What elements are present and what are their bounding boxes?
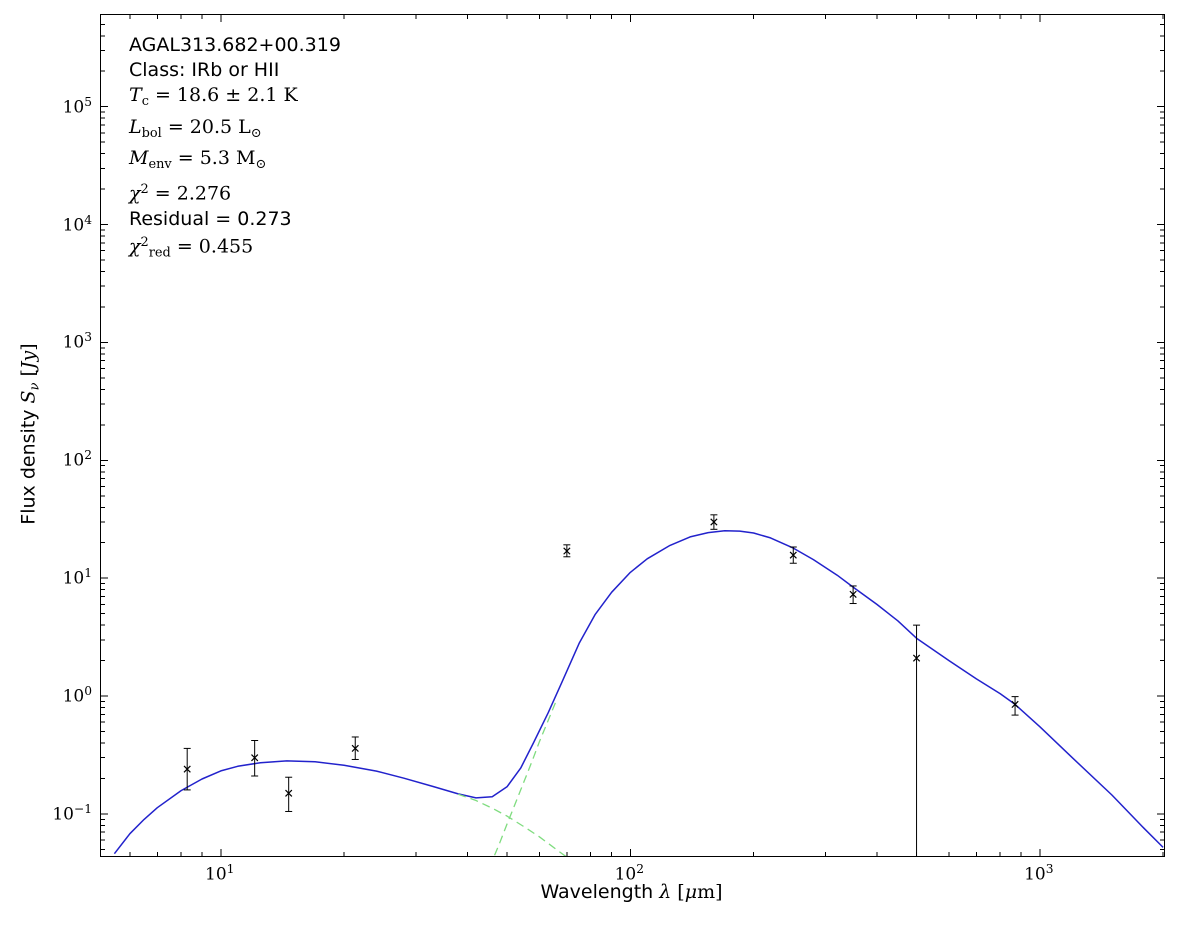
text-segment: = 20.5 L [161,115,251,138]
data-marker-x [285,789,293,797]
y-tick-label: 102 [38,448,92,471]
annotation-line-3: Lbol = 20.5 L⊙ [129,115,341,147]
annotation-line-0: AGAL313.682+00.319 [129,33,341,58]
text-segment: Residual = 0.273 [129,207,292,230]
text-segment: bol [141,125,162,141]
total-model-curve [113,529,1164,855]
text-segment: = 18.6 ± 2.1 K [148,83,298,106]
y-tick-label: 101 [38,566,92,589]
y-axis-label: Flux density Sν [Jy] [17,343,42,524]
text-segment: ] [17,343,40,351]
text-segment: χ [129,235,141,258]
tick-exponent: 0 [84,684,92,699]
data-marker-x [563,547,571,555]
tick-exponent: 1 [226,862,235,876]
text-segment: ⊙ [250,125,262,141]
text-segment: ] [715,881,723,903]
data-marker-x [849,590,857,598]
tick-base: 10 [52,804,74,825]
tick-exponent: 3 [84,330,92,345]
y-tick-label: 104 [38,213,92,236]
x-tick-label: 101 [190,862,250,885]
y-tick-label: 100 [38,684,92,707]
cold-component-curve [493,700,558,856]
text-segment: μ [684,881,698,903]
data-marker-x [183,765,191,773]
tick-base: 10 [614,864,637,885]
x-tick-label: 102 [599,862,659,885]
text-segment: = 2.276 [148,182,232,205]
text-segment: m [697,881,716,903]
tick-base: 10 [62,97,85,118]
text-segment: 2 [140,182,149,198]
text-segment: L [129,115,142,138]
x-tick-label: 103 [1009,862,1069,885]
annotation-line-7: χ2red = 0.455 [129,231,341,266]
text-segment: Wavelength [540,881,660,903]
text-segment: Jy [17,350,40,370]
annotation-line-4: Menv = 5.3 M⊙ [129,146,341,178]
tick-base: 10 [62,215,85,236]
data-marker-x [710,518,718,526]
text-segment: Flux density [17,403,40,525]
data-marker-x [251,754,259,762]
text-segment: c [141,93,149,109]
tick-base: 10 [62,451,85,472]
tick-exponent: 1 [84,566,92,581]
x-axis-label: Wavelength λ [μm] [540,881,722,903]
annotation-line-2: Tc = 18.6 ± 2.1 K [129,83,341,115]
annotation-line-6: Residual = 0.273 [129,207,341,232]
data-marker-x [351,744,359,753]
warm-component-curve [457,793,567,856]
text-segment: S [17,390,40,404]
plot-area: AGAL313.682+00.319 Class: IRb or HII Tc = … [100,14,1165,857]
tick-base: 10 [62,333,85,354]
data-marker-x [1011,700,1019,709]
tick-exponent: 2 [636,862,644,876]
text-segment: Class: IRb or HII [129,58,280,81]
tick-exponent: 4 [84,212,92,227]
text-segment: T [129,83,142,106]
data-marker-x [789,551,797,559]
y-tick-label: 10−1 [38,802,92,825]
tick-base: 10 [1024,864,1046,885]
chart-canvas [101,15,1164,856]
text-segment: λ [659,881,672,903]
annotation-line-5: χ2 = 2.276 [129,178,341,206]
tick-exponent: 3 [1045,862,1054,876]
text-segment: χ [129,182,141,205]
text-segment: ν [27,382,43,391]
text-segment: env [148,157,172,173]
tick-exponent: 5 [84,94,92,109]
tick-base: 10 [205,864,227,885]
text-segment: [ [17,369,40,383]
y-tick-label: 103 [38,330,92,353]
text-segment: = 0.455 [170,235,254,258]
tick-base: 10 [62,568,85,589]
text-segment: M [129,147,149,170]
tick-base: 10 [62,686,85,707]
annotation-line-1: Class: IRb or HII [129,58,341,83]
text-segment: red [148,245,171,261]
text-segment: AGAL313.682+00.319 [129,34,341,56]
annotation-block: AGAL313.682+00.319 Class: IRb or HII Tc = … [129,33,341,267]
tick-exponent: −1 [73,801,92,816]
text-segment: ⊙ [255,157,267,173]
y-tick-label: 105 [38,95,92,118]
text-segment: = 5.3 M [171,147,256,170]
text-segment: [ [671,881,685,903]
text-segment: 2 [140,235,149,251]
data-marker-x [912,654,921,662]
tick-exponent: 2 [84,448,92,463]
